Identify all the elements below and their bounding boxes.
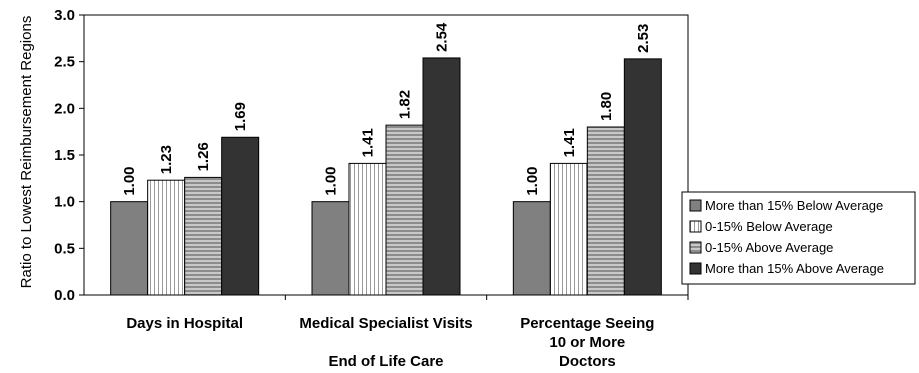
data-label: 1.41	[561, 128, 578, 157]
data-label: 1.00	[524, 166, 541, 195]
bars	[110, 57, 689, 300]
category-label: Percentage Seeing	[520, 315, 654, 332]
data-label: 1.82	[397, 90, 414, 119]
category-label: Doctors	[559, 353, 616, 370]
legend: More than 15% Below Average 0-15% Below A…	[681, 191, 916, 285]
data-label: 2.54	[434, 22, 451, 52]
bar	[385, 124, 424, 296]
y-tick-label: 0.5	[54, 240, 75, 257]
category-labels: Days in Hospital Medical Specialist Visit…	[126, 315, 654, 370]
bar	[110, 201, 149, 296]
y-tick-label: 0.0	[54, 287, 75, 304]
data-label: 1.80	[598, 92, 615, 121]
legend-swatch	[689, 199, 702, 212]
data-label: 1.41	[360, 128, 377, 157]
data-label: 1.69	[232, 102, 249, 131]
bar	[586, 126, 625, 296]
data-labels: 1.00 1.23 1.26 1.69 1.00 1.41 1.82 2.54 1.00 1.41…	[121, 22, 652, 196]
bar	[549, 162, 588, 296]
legend-swatch	[689, 241, 702, 254]
data-label: 2.53	[635, 24, 652, 53]
bar	[221, 136, 260, 296]
y-tick-label: 1.5	[54, 147, 75, 164]
y-axis-label: Ratio to Lowest Reimbursement Regions	[18, 16, 35, 289]
category-label: Medical Specialist Visits	[299, 315, 472, 332]
data-label: 1.23	[158, 145, 175, 174]
data-label: 1.00	[323, 166, 340, 195]
legend-swatch	[689, 262, 702, 275]
legend-label: More than 15% Above Average	[705, 261, 884, 276]
legend-box	[681, 191, 916, 285]
bar	[512, 201, 551, 296]
y-tick-label: 2.0	[54, 100, 75, 117]
category-label: 10 or More	[549, 334, 625, 351]
data-label: 1.26	[195, 142, 212, 171]
y-tick-label: 3.0	[54, 7, 75, 24]
legend-label: More than 15% Below Average	[705, 198, 883, 213]
legend-swatch	[689, 220, 702, 233]
legend-label: 0-15% Below Average	[705, 219, 833, 234]
bar	[422, 57, 461, 296]
category-label: Days in Hospital	[126, 315, 243, 332]
y-tick-label: 2.5	[54, 54, 75, 71]
bar	[311, 201, 350, 296]
y-tick-label: 1.0	[54, 194, 75, 211]
bar	[348, 162, 387, 296]
x-axis-title: End of Life Care	[328, 353, 443, 370]
bar	[184, 176, 223, 296]
y-axis-ticks: 0.0 0.5 1.0 1.5 2.0 2.5 3.0	[54, 7, 84, 304]
legend-label: 0-15% Above Average	[705, 240, 833, 255]
data-label: 1.00	[121, 166, 138, 195]
bar	[623, 58, 662, 296]
bar	[147, 179, 186, 296]
